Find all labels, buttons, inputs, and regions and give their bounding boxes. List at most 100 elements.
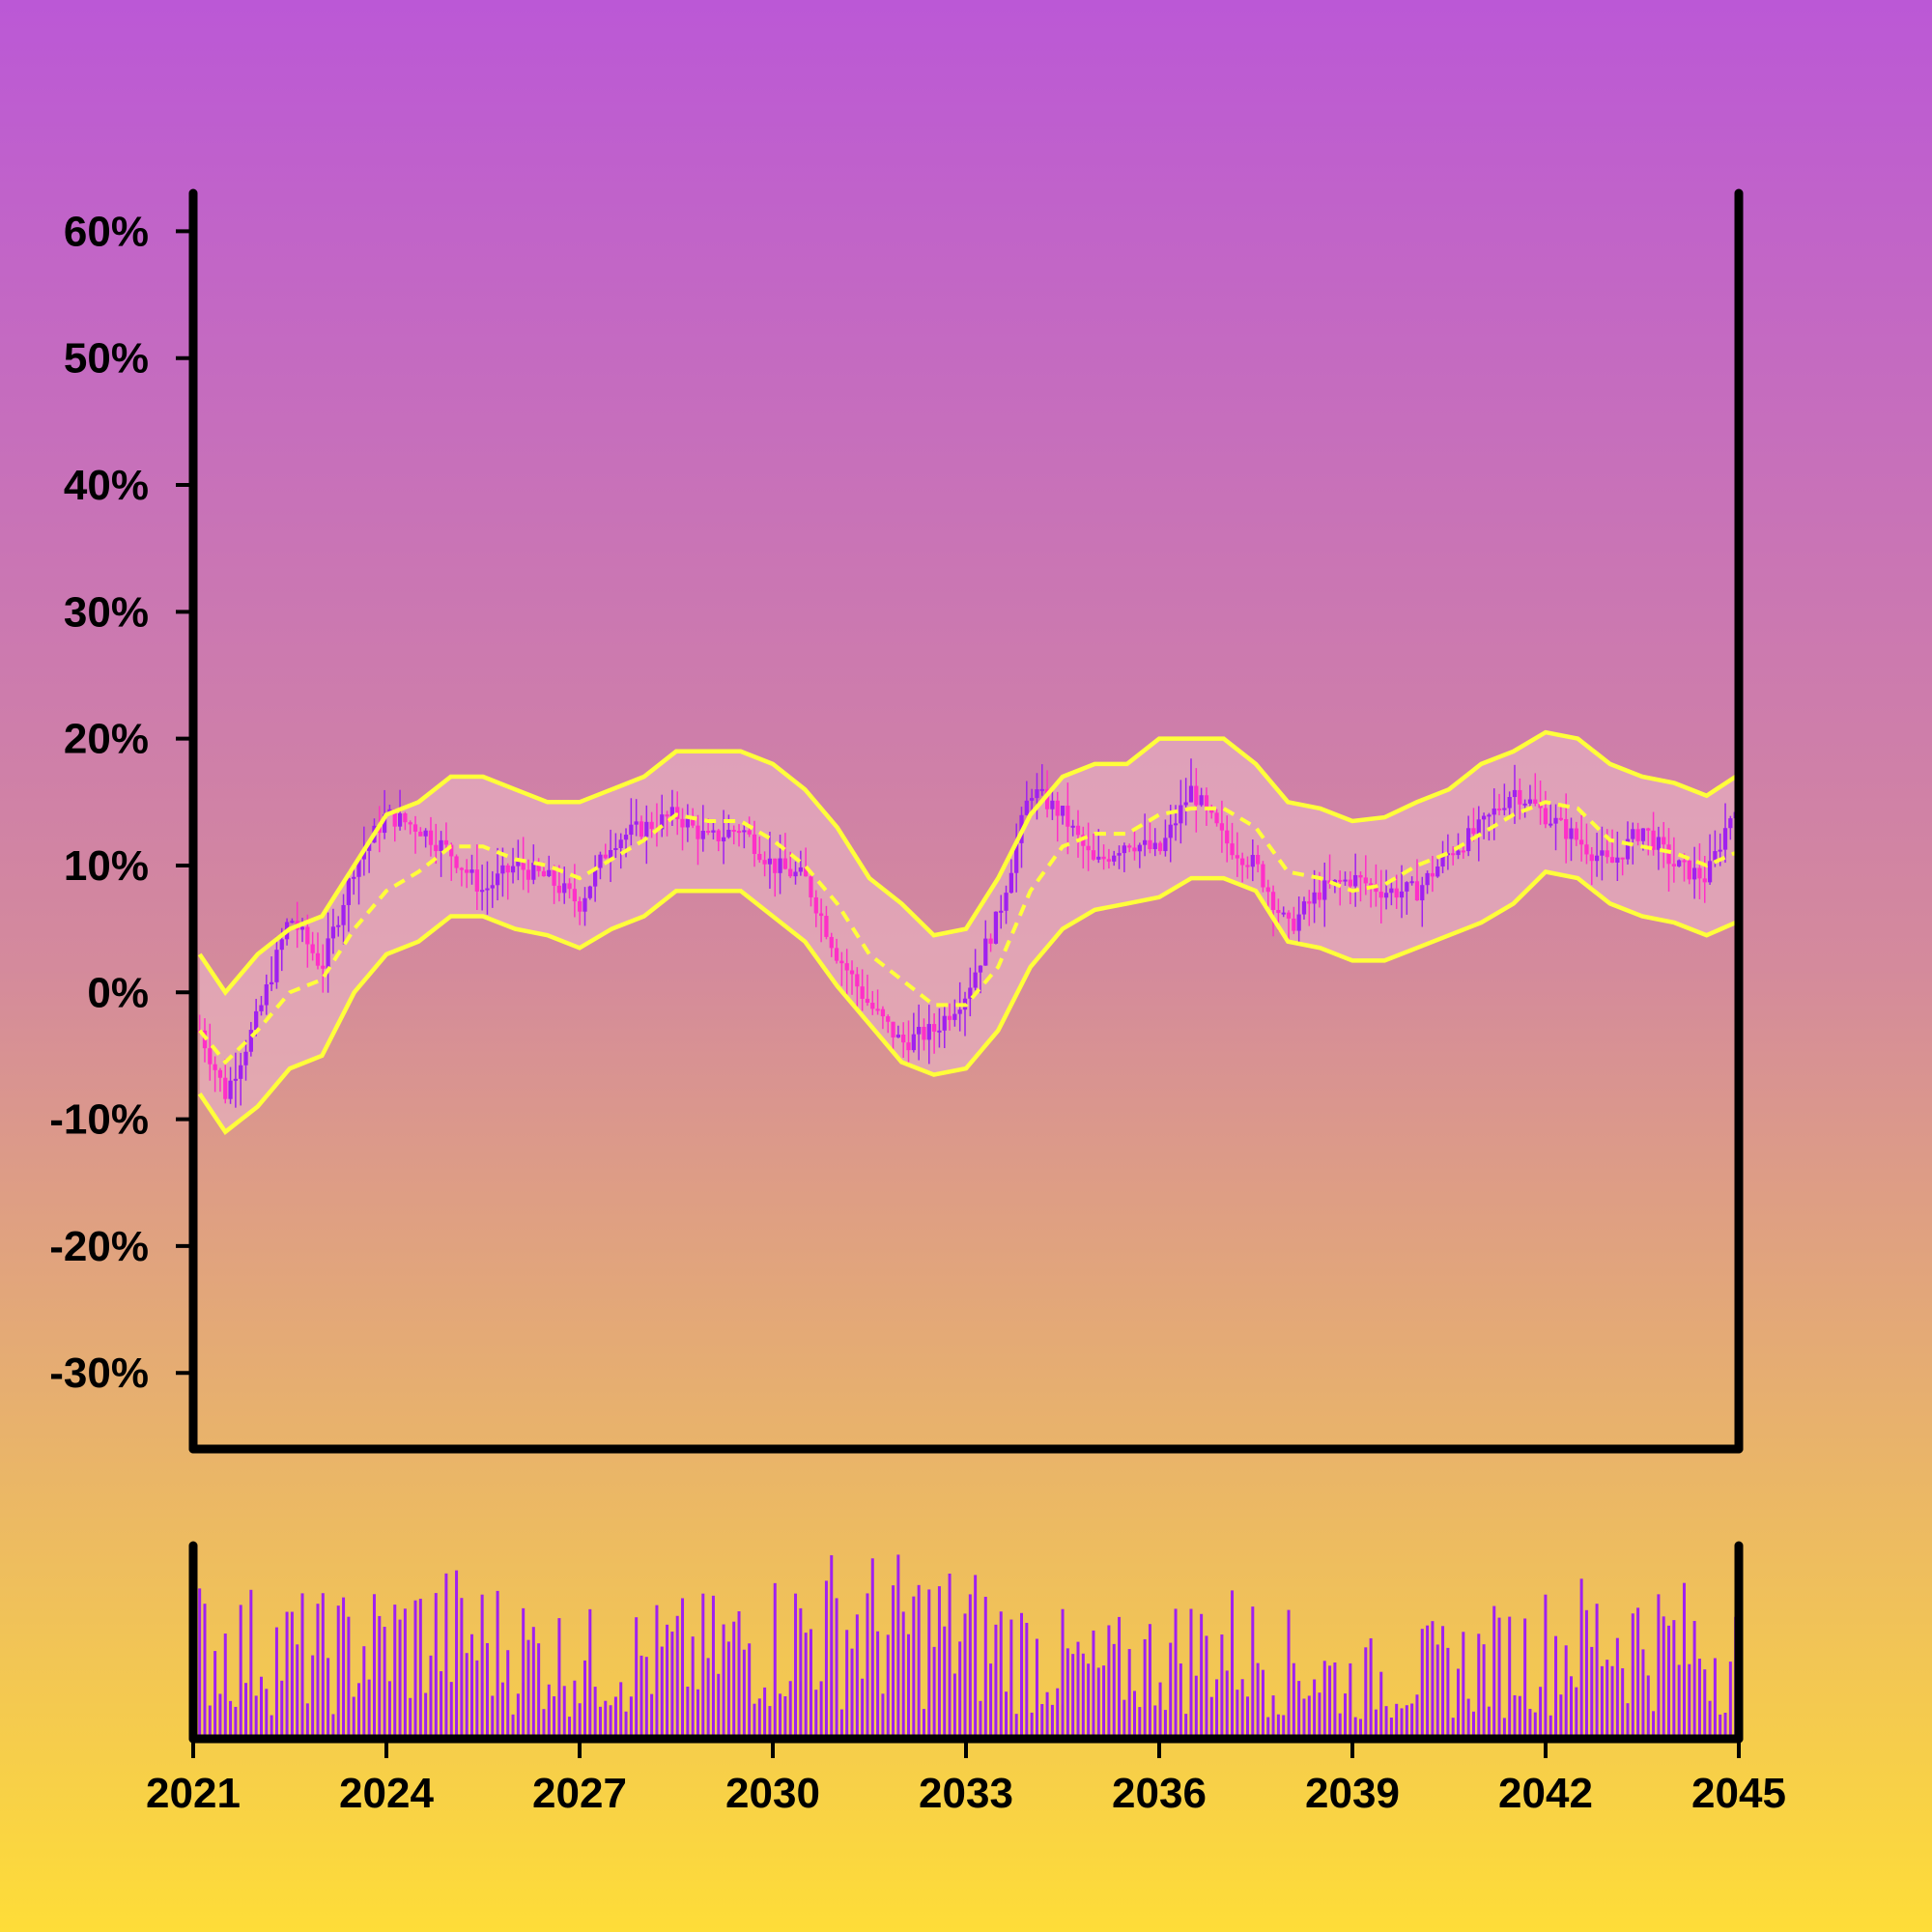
- y-tick-label: 30%: [64, 588, 149, 636]
- candle-body: [705, 831, 711, 834]
- volume-bar: [300, 1593, 304, 1739]
- volume-bar: [1559, 1694, 1563, 1739]
- x-tick-label: 2036: [1112, 1770, 1207, 1817]
- volume-bar: [943, 1626, 947, 1739]
- candle-body: [813, 896, 818, 914]
- volume-bar: [999, 1611, 1003, 1739]
- volume-bar: [794, 1593, 798, 1739]
- candle-body: [274, 950, 279, 982]
- candle-body: [660, 814, 665, 830]
- volume-bar: [1569, 1676, 1573, 1739]
- volume-bar: [1435, 1644, 1439, 1739]
- candle-body: [1183, 802, 1188, 806]
- volume-bar: [434, 1593, 438, 1739]
- volume-bar: [1431, 1621, 1435, 1739]
- volume-bar: [845, 1630, 849, 1739]
- volume-bar: [1492, 1605, 1496, 1739]
- volume-bar: [876, 1631, 880, 1739]
- volume-bar: [650, 1693, 654, 1739]
- candle-body: [988, 938, 993, 944]
- candle-body: [1204, 795, 1209, 808]
- volume-bar: [470, 1634, 474, 1739]
- candle-body: [880, 1009, 886, 1017]
- volume-bar: [1672, 1620, 1676, 1739]
- candle-body: [213, 1064, 217, 1070]
- candle-body: [1024, 800, 1029, 815]
- volume-bar: [799, 1607, 803, 1739]
- candle-body: [1281, 912, 1286, 915]
- volume-bar: [1215, 1679, 1219, 1739]
- volume-bar: [526, 1639, 530, 1739]
- volume-bar: [892, 1585, 895, 1739]
- volume-bar: [1307, 1695, 1311, 1739]
- candle-body: [582, 897, 587, 912]
- volume-bar: [465, 1653, 469, 1739]
- volume-bar: [1127, 1649, 1131, 1739]
- candle-body: [310, 944, 315, 953]
- volume-bar: [660, 1646, 664, 1739]
- volume-bar: [696, 1689, 699, 1739]
- x-tick-label: 2033: [919, 1770, 1013, 1817]
- volume-bar: [717, 1673, 721, 1739]
- x-tick-label: 2039: [1305, 1770, 1400, 1817]
- volume-bar: [1009, 1619, 1013, 1739]
- volume-bar: [270, 1715, 273, 1739]
- candle-body: [1004, 893, 1009, 911]
- candle-body: [1646, 828, 1651, 831]
- volume-bar: [922, 1709, 925, 1739]
- candle-body: [793, 871, 798, 877]
- candle-body: [1414, 881, 1420, 901]
- volume-bar: [429, 1655, 433, 1739]
- volume-bar: [1703, 1669, 1707, 1739]
- candle-body: [454, 856, 459, 868]
- volume-bar: [1358, 1719, 1362, 1739]
- volume-bar: [203, 1604, 207, 1739]
- candle-body: [1615, 857, 1620, 863]
- volume-bar: [537, 1643, 541, 1739]
- y-tick-label: -30%: [49, 1350, 149, 1397]
- candle-body: [1589, 854, 1594, 862]
- volume-bar: [213, 1651, 217, 1739]
- candle-body: [778, 858, 782, 873]
- candle-body: [423, 830, 428, 837]
- candle-body: [321, 965, 326, 969]
- volume-bar: [588, 1608, 592, 1739]
- candle-body: [1122, 845, 1126, 854]
- volume-bar: [1122, 1699, 1126, 1739]
- candle-body: [510, 866, 516, 873]
- candle-body: [968, 987, 973, 999]
- candle-body: [870, 1003, 875, 1009]
- candle-body: [1235, 855, 1239, 859]
- volume-bar: [1153, 1705, 1157, 1739]
- volume-bar: [352, 1696, 355, 1739]
- volume-bar: [1271, 1695, 1275, 1739]
- volume-bar: [1482, 1644, 1486, 1739]
- volume-bar: [624, 1711, 628, 1739]
- candle-body: [485, 888, 490, 891]
- candle-body: [1009, 872, 1013, 894]
- candle-body: [465, 869, 469, 873]
- candle-body: [639, 821, 644, 838]
- candle-body: [1502, 808, 1507, 810]
- volume-bar: [398, 1619, 402, 1739]
- candle-body: [1722, 828, 1728, 850]
- volume-bar: [1014, 1714, 1018, 1739]
- volume-bar: [311, 1655, 315, 1739]
- candle-body: [1522, 803, 1527, 806]
- volume-bar: [1353, 1717, 1357, 1739]
- volume-bar: [321, 1593, 325, 1739]
- candle-body: [691, 818, 696, 826]
- candle-body: [264, 984, 269, 1006]
- volume-bar: [1076, 1641, 1080, 1739]
- volume-bar: [223, 1634, 227, 1739]
- candle-body: [1101, 856, 1106, 860]
- candle-body: [1548, 823, 1553, 826]
- volume-bar: [229, 1700, 233, 1739]
- volume-bar: [455, 1570, 459, 1739]
- volume-bar: [994, 1624, 998, 1739]
- volume-bar: [362, 1646, 366, 1739]
- candle-body: [408, 822, 412, 825]
- volume-bar: [1610, 1665, 1614, 1739]
- band-fill: [199, 732, 1736, 1132]
- volume-bar: [726, 1641, 730, 1739]
